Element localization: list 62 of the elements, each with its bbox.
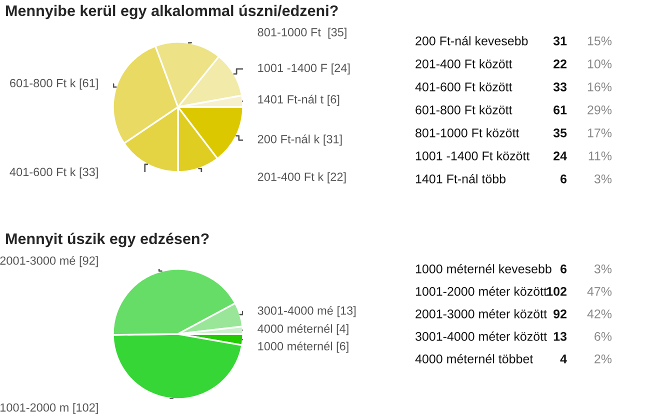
data-label: 2% [594, 354, 612, 364]
data-label: 29% [588, 106, 612, 114]
data-label: 24 [554, 152, 567, 160]
category-label: 3001-4000 méter között [415, 332, 547, 341]
data-label: 6% [594, 332, 612, 341]
data-label: 17% [588, 128, 612, 138]
slice-label: 3001-4000 mé [258, 306, 333, 315]
category-label: 401-600 Ft között [415, 82, 512, 92]
slice-label: 1001 -1400 F [258, 64, 328, 72]
category-label: 1001-2000 méter között [416, 286, 547, 296]
category-label: 4000 méternél többet [415, 354, 534, 364]
data-label: 22 [554, 60, 566, 68]
data-label: [35] [328, 28, 346, 39]
data-label: 3% [594, 174, 612, 184]
data-label: 4 [560, 354, 567, 364]
category-label: 2001-3000 méter között [416, 309, 547, 318]
data-label: 11% [588, 152, 612, 160]
category-label: 601-800 Ft között [416, 105, 512, 114]
slice-label: 1001-2000 m [0, 403, 68, 412]
data-label: [6] [328, 94, 340, 106]
category-label: 200 Ft-nál kevesebb [416, 36, 528, 46]
data-label: [102] [73, 403, 98, 414]
data-label: 42% [587, 310, 612, 318]
data-label: [4] [336, 324, 348, 336]
data-label: [61] [80, 78, 98, 90]
chart-title: Mennyit úszik egy edzésen? [6, 232, 209, 248]
data-label: 3% [594, 264, 612, 274]
data-label: 102 [546, 287, 566, 296]
data-label: 47% [587, 287, 612, 296]
category-label: 1000 méternél kevesebb [416, 264, 552, 274]
data-label: 15% [588, 36, 612, 46]
data-label: 33 [553, 82, 567, 92]
data-label: [22] [328, 172, 346, 184]
slice-label: 1401 Ft-nál t [258, 94, 324, 104]
category-label: 1001 -1400 Ft között [416, 151, 530, 160]
data-label: [13] [338, 306, 356, 318]
data-label: [92] [80, 256, 98, 268]
data-label: 6 [560, 174, 567, 184]
data-label: 61 [554, 106, 567, 114]
data-label: 31 [553, 36, 567, 46]
slice-label: 2001-3000 mé [0, 256, 76, 265]
data-label: 92 [554, 310, 566, 318]
slice-label: 401-600 Ft k [10, 167, 76, 176]
data-label: 35 [553, 128, 567, 138]
category-label: 1401 Ft-nál több [416, 174, 506, 184]
data-label: 6 [560, 264, 567, 274]
data-label: [24] [332, 63, 350, 74]
chart-title: Mennyibe kerül egy alkalommal úszni/edzeni? [6, 4, 338, 20]
data-label: [33] [80, 167, 98, 178]
slice-label: 1000 méternél [258, 342, 332, 350]
slice-label: 4000 méternél [258, 324, 332, 333]
data-label: 16% [588, 82, 612, 92]
slice-label: 201-400 Ft k [258, 172, 324, 181]
category-label: 201-400 Ft között [416, 59, 512, 68]
slice-label: 200 Ft-nál k [258, 134, 320, 144]
data-label: [6] [336, 342, 348, 353]
category-label: 801-1000 Ft között [416, 128, 520, 138]
data-label: 13 [554, 332, 567, 341]
slice-label: 601-800 Ft k [10, 78, 76, 88]
data-label: [31] [324, 134, 342, 146]
slice-label: 801-1000 Ft [258, 28, 321, 36]
data-label: 10% [588, 60, 612, 68]
